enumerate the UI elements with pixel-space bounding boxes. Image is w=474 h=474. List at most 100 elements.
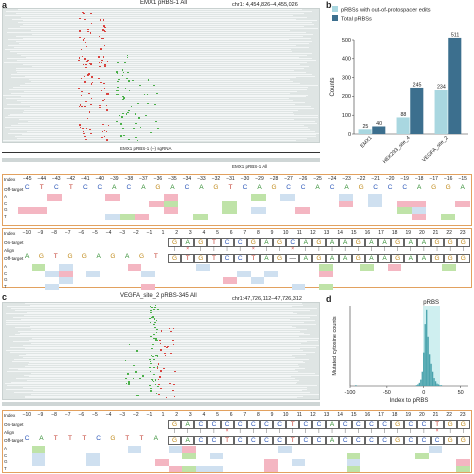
base-cell: A <box>417 184 422 191</box>
edit-mark <box>121 74 124 76</box>
edit-mark <box>138 117 140 119</box>
freq-cell <box>208 214 223 221</box>
bar-value-label: 245 <box>413 82 422 88</box>
edit-mark <box>156 127 159 129</box>
read-line <box>24 374 319 376</box>
read-line <box>10 346 317 348</box>
align-mark: | <box>436 246 438 252</box>
edit-mark <box>122 112 124 114</box>
align-mark: | <box>331 428 333 434</box>
base-cell: A <box>325 238 339 247</box>
edit-mark <box>100 89 103 92</box>
panel-c-ontarget-label: On-target <box>4 422 24 427</box>
base-cell: A <box>404 238 418 247</box>
index-cell: −8 <box>51 230 57 236</box>
read-line <box>6 104 296 105</box>
read-line <box>5 48 292 50</box>
freq-cell <box>397 200 412 207</box>
edit-mark <box>154 326 157 328</box>
panel-b-letter: b <box>326 0 332 10</box>
read-line <box>7 371 298 372</box>
edit-mark <box>102 56 105 58</box>
freq-row-label: G <box>4 207 8 212</box>
panel-c-title: VEGFA_site_2 pRBS-345 All <box>120 293 197 299</box>
edit-mark <box>104 26 106 28</box>
x-tick-label: -50 <box>383 390 391 396</box>
base-cell: T <box>430 420 444 429</box>
freq-cell <box>250 277 265 284</box>
base-cell: C <box>97 184 103 191</box>
index-cell: −40 <box>95 176 105 182</box>
index-cell: 12 <box>310 412 316 418</box>
base-cell: C <box>126 184 132 191</box>
read-line <box>30 343 301 344</box>
align-mark: | <box>173 428 176 434</box>
read-line <box>23 357 295 358</box>
freq-cell <box>32 284 46 291</box>
read-line <box>19 85 319 86</box>
bar <box>448 37 462 134</box>
read-line <box>29 105 312 107</box>
freq-cell <box>264 459 279 466</box>
base-cell: C <box>286 238 300 247</box>
align-mark: | <box>410 246 412 252</box>
edit-mark <box>149 371 152 373</box>
edit-mark <box>137 102 139 104</box>
freq-row-label: A <box>4 194 8 199</box>
read-line <box>32 390 302 391</box>
base-cell: T <box>207 254 221 263</box>
align-mark: | <box>226 246 228 252</box>
index-cell: −17 <box>429 176 438 182</box>
align-mark: | <box>370 246 373 252</box>
panel-c-read-pileup <box>2 302 320 400</box>
edit-mark <box>99 19 102 21</box>
edit-mark <box>82 12 85 14</box>
edit-mark <box>126 55 129 57</box>
edit-mark <box>78 57 81 59</box>
freq-cell <box>368 214 383 221</box>
edit-mark <box>155 319 158 321</box>
edit-mark <box>100 61 103 63</box>
freq-cell <box>415 466 429 473</box>
freq-cell <box>346 459 361 466</box>
base-cell: G <box>430 254 444 263</box>
index-cell: −3 <box>119 230 126 236</box>
base-cell: C <box>207 436 221 445</box>
edit-mark <box>136 394 138 397</box>
read-line <box>15 136 316 137</box>
freq-cell <box>382 214 397 221</box>
histogram-bar <box>440 385 443 386</box>
align-mark: | <box>278 246 281 252</box>
base-cell: T <box>53 253 58 260</box>
base-cell: G <box>138 253 145 260</box>
align-mark: | <box>305 428 307 434</box>
edit-mark <box>128 138 130 140</box>
index-cell: −35 <box>168 176 177 182</box>
histogram-bar <box>424 324 426 386</box>
index-cell: −31 <box>226 176 235 182</box>
edit-mark <box>107 93 109 96</box>
read-line <box>8 39 290 40</box>
freq-cell <box>291 459 306 466</box>
align-mark: | <box>239 246 241 252</box>
edit-mark <box>81 105 83 108</box>
edit-mark <box>78 87 80 89</box>
histogram-bar <box>355 385 357 386</box>
freq-row-label: T <box>4 213 7 219</box>
base-cell: T <box>53 435 58 442</box>
freq-cell <box>414 452 429 459</box>
freq-row-label: G <box>4 459 8 464</box>
freq-cell <box>31 446 46 453</box>
base-cell: G <box>443 420 457 429</box>
base-cell: C <box>220 238 234 247</box>
edit-mark <box>84 101 87 103</box>
edit-mark <box>136 139 139 142</box>
align-mark: | <box>410 428 412 434</box>
panel-c-grey-band <box>2 402 320 406</box>
x-tick-label: -100 <box>344 390 355 396</box>
freq-row-label: G <box>4 277 8 282</box>
read-line <box>3 107 315 109</box>
base-cell: G <box>67 253 73 260</box>
index-cell: −36 <box>153 176 163 182</box>
bar-value-label: 511 <box>451 32 459 38</box>
